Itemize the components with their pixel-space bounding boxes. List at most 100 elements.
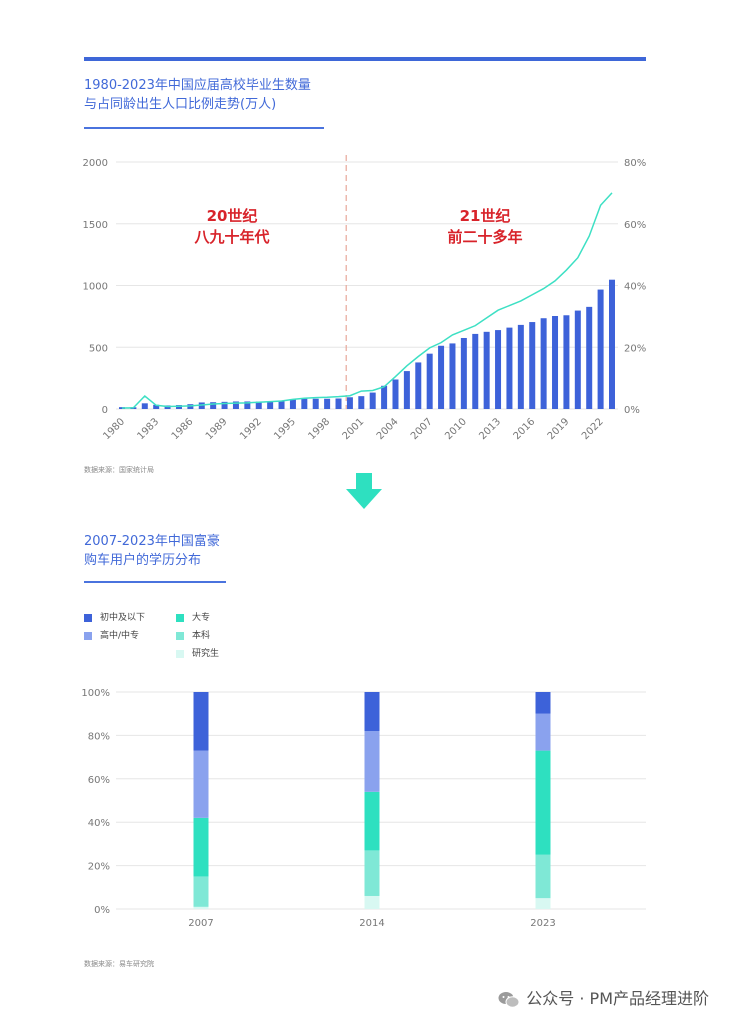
bar bbox=[517, 324, 524, 409]
y-tick-label: 80% bbox=[88, 731, 110, 742]
bar bbox=[175, 405, 182, 409]
bar bbox=[221, 401, 228, 409]
legend-swatch bbox=[84, 631, 92, 640]
chart2-legend: 初中及以下 高中/中专 大专 本科 研究生 bbox=[84, 612, 284, 664]
bar bbox=[244, 401, 251, 409]
legend-item: 大专 bbox=[176, 612, 210, 624]
watermark: 公众号 · PM产品经理进阶 bbox=[498, 985, 709, 1009]
chart1-title: 1980-2023年中国应届高校毕业生数量 与占同龄出生人口比例走势(万人) bbox=[84, 76, 311, 114]
bar bbox=[369, 392, 376, 409]
x-tick-label: 1986 bbox=[170, 416, 196, 442]
bar bbox=[335, 398, 342, 409]
chart2-title-line2: 购车用户的学历分布 bbox=[84, 553, 202, 568]
x-tick-label: 1995 bbox=[272, 416, 298, 442]
top-accent-bar bbox=[84, 57, 646, 61]
stacked-bar-segment bbox=[193, 817, 209, 877]
watermark-text: 公众号 · PM产品经理进阶 bbox=[526, 989, 709, 1008]
y-right-tick-label: 0% bbox=[624, 405, 640, 416]
y-tick-label: 60% bbox=[88, 775, 110, 786]
stacked-bar-segment bbox=[364, 895, 380, 909]
stacked-bar-segment bbox=[535, 713, 551, 751]
stacked-bar-segment bbox=[193, 906, 209, 909]
era-label-line2: 前二十多年 bbox=[447, 228, 522, 246]
legend-swatch bbox=[176, 631, 184, 640]
stacked-bar-segment bbox=[193, 750, 209, 818]
legend-label: 研究生 bbox=[192, 649, 220, 659]
bar bbox=[278, 401, 285, 409]
y-right-tick-label: 20% bbox=[624, 343, 646, 354]
bar bbox=[255, 401, 262, 409]
y-left-tick-label: 1000 bbox=[83, 282, 108, 293]
bar bbox=[483, 331, 490, 409]
bar bbox=[415, 362, 422, 409]
x-tick-label: 2019 bbox=[546, 416, 572, 442]
bar bbox=[597, 289, 604, 409]
chart2-source: 数据来源：易车研究院 bbox=[84, 960, 154, 968]
bar bbox=[141, 403, 148, 409]
bar bbox=[289, 398, 296, 409]
bar bbox=[301, 398, 308, 409]
bar bbox=[609, 279, 615, 409]
bar bbox=[552, 316, 559, 409]
chart2-title-line1: 2007-2023年中国富豪 bbox=[84, 534, 220, 549]
stacked-bar-segment bbox=[364, 731, 380, 792]
y-left-tick-label: 1500 bbox=[83, 220, 108, 231]
bar bbox=[438, 345, 445, 409]
bar bbox=[563, 315, 570, 409]
x-tick-label: 2014 bbox=[359, 918, 384, 929]
era-label-line1: 21世纪 bbox=[460, 207, 511, 225]
education-distribution-chart: 0% 20% 40% 60% 80% 100% 2007 2014 2023 bbox=[81, 688, 646, 929]
bar bbox=[312, 398, 319, 409]
x-tick-label: 2007 bbox=[409, 416, 435, 442]
stacked-bar-segment bbox=[535, 854, 551, 899]
x-tick-label: 2016 bbox=[512, 416, 538, 442]
x-tick-label: 2023 bbox=[530, 918, 555, 929]
x-tick-label: 1980 bbox=[101, 416, 127, 442]
legend-label: 大专 bbox=[192, 613, 211, 623]
bar bbox=[267, 401, 274, 409]
bar bbox=[449, 343, 456, 409]
era-label-line1: 20世纪 bbox=[207, 207, 258, 225]
bar bbox=[153, 404, 160, 409]
y-right-tick-label: 40% bbox=[624, 282, 646, 293]
legend-swatch bbox=[84, 613, 92, 622]
chart2-title: 2007-2023年中国富豪 购车用户的学历分布 bbox=[84, 532, 220, 570]
y-right-tick-label: 60% bbox=[624, 220, 646, 231]
legend-label: 本科 bbox=[192, 631, 211, 641]
bar bbox=[495, 330, 502, 409]
bar bbox=[529, 322, 536, 409]
legend-label: 初中及以下 bbox=[100, 613, 146, 623]
chart2-title-underline bbox=[84, 581, 226, 583]
legend-item: 本科 bbox=[176, 630, 210, 642]
legend-item: 初中及以下 bbox=[84, 612, 145, 624]
stacked-bar-segment bbox=[535, 692, 551, 714]
stacked-bar-segment bbox=[364, 791, 380, 851]
ratio-line bbox=[121, 192, 613, 409]
x-tick-label: 1992 bbox=[238, 416, 264, 442]
bar bbox=[232, 401, 239, 409]
y-tick-label: 40% bbox=[88, 818, 110, 829]
y-tick-label: 0% bbox=[94, 905, 110, 916]
x-tick-label: 2004 bbox=[375, 416, 401, 442]
arrow-down-icon bbox=[346, 473, 382, 509]
bar bbox=[586, 306, 593, 409]
era-label-line2: 八九十年代 bbox=[193, 228, 269, 246]
bar bbox=[210, 402, 217, 409]
stacked-bar-segment bbox=[193, 876, 209, 907]
x-tick-label: 1983 bbox=[136, 416, 162, 442]
bar bbox=[358, 396, 365, 409]
x-tick-label: 2013 bbox=[477, 416, 503, 442]
bar bbox=[392, 379, 399, 409]
stacked-bar-segment bbox=[535, 750, 551, 855]
bar bbox=[574, 310, 581, 409]
stacked-bar-segment bbox=[193, 692, 209, 751]
graduates-chart: 0 500 1000 1500 2000 0% 20% 40% 60% 80% 1980 1983 19… bbox=[83, 155, 646, 442]
legend-swatch bbox=[176, 649, 184, 658]
y-left-tick-label: 0 bbox=[102, 405, 108, 416]
chart1-title-line1: 1980-2023年中国应届高校毕业生数量 bbox=[84, 78, 311, 93]
stacked-bar-segment bbox=[364, 692, 380, 732]
y-tick-label: 100% bbox=[81, 688, 110, 699]
legend-item: 高中/中专 bbox=[84, 630, 139, 642]
bar bbox=[540, 318, 547, 409]
chart1-title-underline bbox=[84, 127, 324, 129]
